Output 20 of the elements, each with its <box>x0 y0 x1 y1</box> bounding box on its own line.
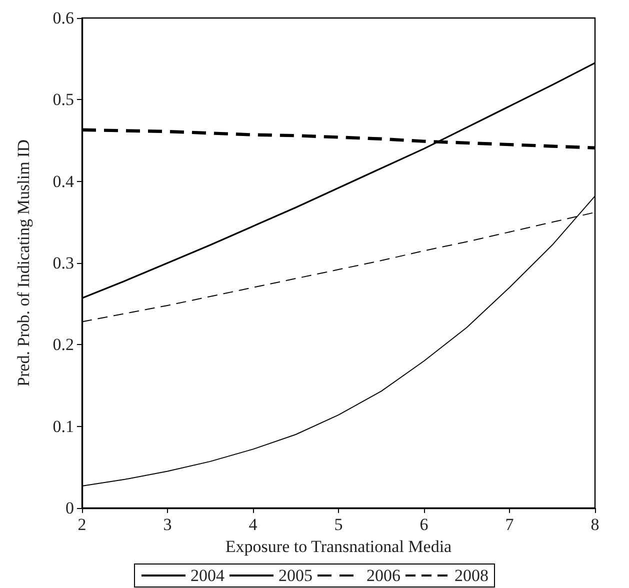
x-tick-label: 7 <box>505 515 514 534</box>
y-tick-label: 0.4 <box>52 172 74 191</box>
y-tick-label: 0.6 <box>52 8 74 28</box>
y-tick-label: 0.1 <box>52 416 74 436</box>
y-tick-label: 0.5 <box>52 90 74 110</box>
legend-label: 2005 <box>278 566 312 585</box>
legend-label: 2004 <box>190 566 225 585</box>
y-tick-label: 0.3 <box>52 254 74 272</box>
y-tick-label: 0.2 <box>52 335 74 354</box>
y-axis-title: Pred. Prob. of Indicating Muslim ID <box>14 140 33 386</box>
x-tick-label: 4 <box>248 515 258 534</box>
legend-label: 2006 <box>366 566 400 585</box>
x-tick-label: 5 <box>334 515 343 534</box>
x-axis-title: Exposure to Transnational Media <box>225 536 452 556</box>
legend-label: 2008 <box>454 566 488 585</box>
x-tick-label: 3 <box>163 515 172 534</box>
x-tick-label: 6 <box>420 515 428 534</box>
y-tick-label: 0 <box>66 498 74 518</box>
x-tick-label: 8 <box>590 515 600 534</box>
x-tick-label: 2 <box>78 515 86 534</box>
